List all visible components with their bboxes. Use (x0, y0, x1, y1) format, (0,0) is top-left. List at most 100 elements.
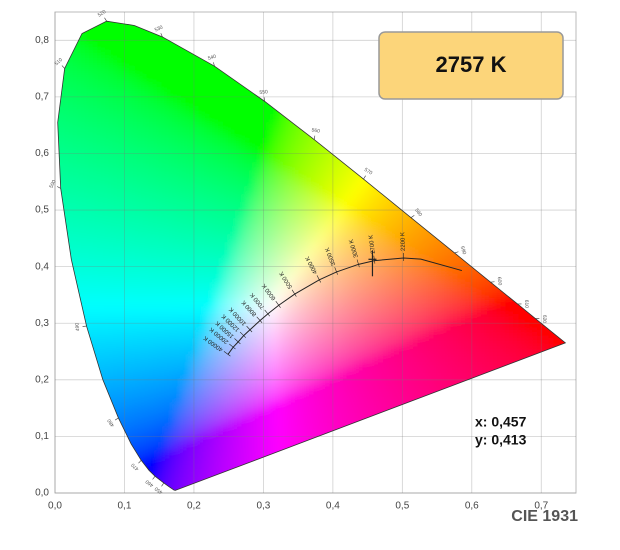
gamut-cell (374, 218, 385, 229)
gamut-cell (118, 410, 129, 421)
gamut-cell (286, 378, 297, 389)
gamut-cell (158, 98, 169, 109)
gamut-cell (206, 458, 217, 469)
gamut-cell (302, 306, 313, 317)
gamut-cell (222, 266, 233, 277)
gamut-cell (310, 298, 321, 309)
gamut-cell (447, 498, 457, 508)
gamut-cell (390, 282, 401, 293)
gamut-cell (286, 370, 297, 381)
gamut-cell (302, 178, 313, 189)
gamut-cell (214, 98, 225, 109)
gamut-cell (278, 386, 289, 397)
gamut-cell (62, 66, 73, 77)
gamut-cell (438, 314, 449, 325)
gamut-cell (102, 306, 113, 317)
gamut-cell (326, 394, 337, 405)
gamut-cell (118, 234, 129, 245)
gamut-cell (174, 250, 185, 261)
gamut-cell (478, 362, 489, 373)
gamut-cell (366, 290, 377, 301)
gamut-cell (174, 74, 185, 85)
gamut-cell (262, 306, 273, 317)
cct-box (378, 31, 564, 100)
gamut-cell (166, 250, 177, 261)
gamut-cell (198, 394, 209, 405)
gamut-cell (110, 106, 121, 117)
gamut-cell (238, 426, 249, 437)
gamut-cell (262, 226, 273, 237)
gamut-cell (270, 202, 281, 213)
gamut-cell (198, 274, 209, 285)
gamut-cell (174, 178, 185, 189)
gamut-cell (350, 226, 361, 237)
gamut-cell (262, 258, 273, 269)
gamut-cell (294, 290, 305, 301)
gamut-cell (62, 74, 73, 85)
gamut-cell (294, 242, 305, 253)
gamut-cell (246, 90, 257, 101)
gamut-cell (94, 82, 105, 93)
gamut-cell (206, 386, 217, 397)
gamut-cell (158, 282, 169, 293)
gamut-cell (422, 330, 433, 341)
x-tick-label: 0,6 (465, 501, 479, 512)
gamut-cell (230, 226, 241, 237)
gamut-cell (254, 114, 265, 125)
gamut-cell (94, 306, 105, 317)
gamut-cell (286, 170, 297, 181)
gamut-cell (110, 58, 121, 69)
gamut-cell (151, 498, 161, 508)
gamut-cell (78, 58, 89, 69)
gamut-cell (414, 274, 425, 285)
gamut-cell (518, 322, 529, 333)
gamut-cell (222, 426, 233, 437)
gamut-cell (118, 50, 129, 61)
gamut-cell (86, 314, 97, 325)
gamut-cell (438, 378, 449, 389)
gamut-cell (438, 370, 449, 381)
gamut-cell (286, 330, 297, 341)
gamut-cell (302, 194, 313, 205)
gamut-cell (254, 386, 265, 397)
gamut-cell (94, 178, 105, 189)
gamut-cell (126, 266, 137, 277)
gamut-cell (246, 402, 257, 413)
gamut-cell (174, 458, 185, 469)
gamut-cell (334, 386, 345, 397)
gamut-cell (70, 58, 81, 69)
gamut-cell (70, 146, 81, 157)
gamut-cell (142, 274, 153, 285)
gamut-cell (382, 210, 393, 221)
gamut-cell (78, 298, 89, 309)
gamut-cell (190, 154, 201, 165)
gamut-cell (246, 330, 257, 341)
gamut-cell (382, 314, 393, 325)
gamut-cell (342, 218, 353, 229)
gamut-cell (295, 498, 305, 508)
gamut-cell (110, 98, 121, 109)
gamut-cell (510, 330, 521, 341)
gamut-cell (470, 370, 481, 381)
gamut-cell (166, 106, 177, 117)
gamut-cell (462, 306, 473, 317)
gamut-cell (270, 186, 281, 197)
gamut-cell (222, 74, 233, 85)
gamut-cell (238, 234, 249, 245)
gamut-cell (166, 162, 177, 173)
gamut-cell (198, 146, 209, 157)
wavelength-label: 470 (130, 461, 140, 471)
gamut-cell (126, 330, 137, 341)
gamut-cell (390, 234, 401, 245)
gamut-cell (430, 250, 441, 261)
gamut-cell (382, 226, 393, 237)
gamut-cell (182, 250, 193, 261)
gamut-cell (110, 402, 121, 413)
gamut-cell (342, 234, 353, 245)
gamut-cell (318, 146, 329, 157)
gamut-cell (150, 210, 161, 221)
gamut-cell (94, 130, 105, 141)
gamut-cell (302, 162, 313, 173)
gamut-cell (470, 274, 481, 285)
gamut-cell (230, 362, 241, 373)
